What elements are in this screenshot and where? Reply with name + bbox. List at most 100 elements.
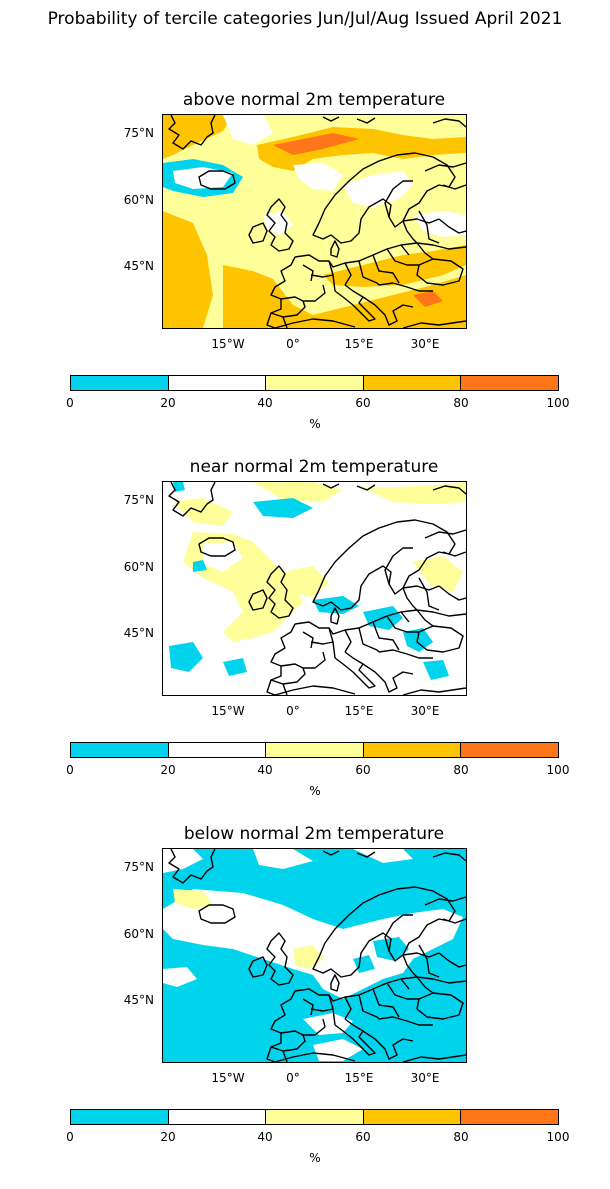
lon-label-15w: 15°W bbox=[211, 704, 245, 718]
coastline bbox=[312, 886, 456, 978]
coastline bbox=[362, 1016, 433, 1060]
coastline bbox=[416, 258, 464, 286]
colorbar-segment bbox=[363, 743, 462, 757]
lat-label-45n: 45°N bbox=[123, 626, 154, 640]
colorbar-unit: % bbox=[309, 784, 321, 798]
colorbar-segment bbox=[266, 376, 364, 390]
colorbar-tick: 20 bbox=[160, 396, 176, 410]
coastline bbox=[280, 651, 326, 669]
probability-region bbox=[223, 115, 273, 145]
coastline bbox=[198, 537, 236, 557]
colorbar-tick: 80 bbox=[453, 763, 469, 777]
probability-region bbox=[283, 566, 329, 598]
lat-label-45n: 45°N bbox=[123, 259, 154, 273]
coastline bbox=[334, 651, 376, 689]
coastline bbox=[402, 577, 466, 611]
lat-label-60n: 60°N bbox=[123, 193, 154, 207]
colorbar-tick: 100 bbox=[546, 396, 570, 410]
colorbar-segment bbox=[71, 743, 169, 757]
probability-region bbox=[173, 167, 233, 189]
colorbar-segment bbox=[266, 1110, 364, 1124]
probability-region bbox=[253, 482, 343, 502]
europe-map bbox=[162, 481, 467, 696]
lon-label-15e: 15°E bbox=[344, 337, 374, 351]
coastline bbox=[432, 852, 466, 862]
coastline bbox=[198, 904, 236, 924]
colorbar-tick: 0 bbox=[66, 1130, 74, 1144]
coastline bbox=[266, 990, 296, 1062]
coastline bbox=[294, 609, 466, 635]
coastline bbox=[294, 976, 466, 1002]
lon-label-30e: 30°E bbox=[410, 337, 440, 351]
probability-region bbox=[323, 245, 466, 287]
colorbar-tick: 60 bbox=[355, 763, 371, 777]
coastline bbox=[312, 519, 456, 611]
coastline bbox=[362, 649, 433, 693]
probability-region bbox=[163, 967, 197, 987]
panel-title: near normal 2m temperature bbox=[189, 457, 439, 477]
probability-region bbox=[253, 498, 313, 518]
coastline bbox=[266, 932, 294, 986]
lon-label-15w: 15°W bbox=[211, 337, 245, 351]
colorbar-tick: 80 bbox=[453, 396, 469, 410]
coastline bbox=[270, 1034, 306, 1062]
coastline bbox=[248, 956, 268, 978]
lat-label-75n: 75°N bbox=[123, 493, 154, 507]
colorbar-tick: 100 bbox=[546, 763, 570, 777]
colorbar-segment bbox=[461, 1110, 558, 1124]
colorbar-unit: % bbox=[309, 417, 321, 431]
probability-region bbox=[193, 560, 207, 572]
colorbar-segment bbox=[363, 1110, 462, 1124]
colorbar-segment bbox=[168, 1110, 267, 1124]
map-panel-1: above normal 2m temperature 75°N 60°N 45… bbox=[0, 90, 610, 455]
probability-map-svg bbox=[163, 482, 466, 695]
probability-region bbox=[163, 849, 203, 873]
lat-label-45n: 45°N bbox=[123, 993, 154, 1007]
colorbar-segment bbox=[461, 376, 558, 390]
colorbar bbox=[70, 742, 559, 758]
coastline bbox=[312, 152, 456, 244]
colorbar-tick: 100 bbox=[546, 1130, 570, 1144]
colorbar-segment bbox=[363, 376, 462, 390]
coastline bbox=[330, 240, 340, 258]
coastline bbox=[432, 485, 466, 495]
probability-region bbox=[313, 1039, 363, 1061]
colorbar-tick: 80 bbox=[453, 1130, 469, 1144]
coastline bbox=[322, 116, 376, 124]
colorbar-segment bbox=[71, 1110, 169, 1124]
probability-region bbox=[313, 596, 359, 614]
coastline bbox=[322, 850, 376, 858]
colorbar-segment bbox=[168, 743, 267, 757]
coastline bbox=[270, 300, 306, 328]
lat-label-60n: 60°N bbox=[123, 560, 154, 574]
coastline bbox=[266, 198, 294, 252]
coastline bbox=[294, 242, 466, 268]
coastline bbox=[416, 992, 464, 1020]
coastline bbox=[424, 896, 466, 924]
colorbar bbox=[70, 375, 559, 391]
colorbar-tick: 40 bbox=[257, 1130, 273, 1144]
coastline bbox=[362, 282, 433, 326]
figure-title: Probability of tercile categories Jun/Ju… bbox=[47, 9, 563, 29]
coastline bbox=[302, 976, 434, 1026]
coastline bbox=[384, 180, 440, 224]
probability-region bbox=[173, 482, 185, 492]
colorbar-tick: 60 bbox=[355, 1130, 371, 1144]
probability-region bbox=[173, 889, 213, 909]
colorbar-tick: 0 bbox=[66, 396, 74, 410]
coastline bbox=[168, 482, 216, 517]
colorbar-tick: 20 bbox=[160, 1130, 176, 1144]
colorbar-unit: % bbox=[309, 1151, 321, 1165]
panel-title: above normal 2m temperature bbox=[182, 90, 446, 110]
lon-label-30e: 30°E bbox=[410, 1071, 440, 1085]
coastline bbox=[274, 318, 466, 328]
panel-title: below normal 2m temperature bbox=[183, 824, 445, 844]
probability-region bbox=[223, 265, 466, 328]
probability-region bbox=[353, 955, 375, 973]
coastline bbox=[168, 115, 216, 150]
coastline bbox=[384, 914, 440, 958]
coastline bbox=[330, 974, 340, 992]
probability-region bbox=[163, 211, 213, 328]
probability-region bbox=[173, 498, 233, 526]
probability-region bbox=[343, 171, 413, 207]
